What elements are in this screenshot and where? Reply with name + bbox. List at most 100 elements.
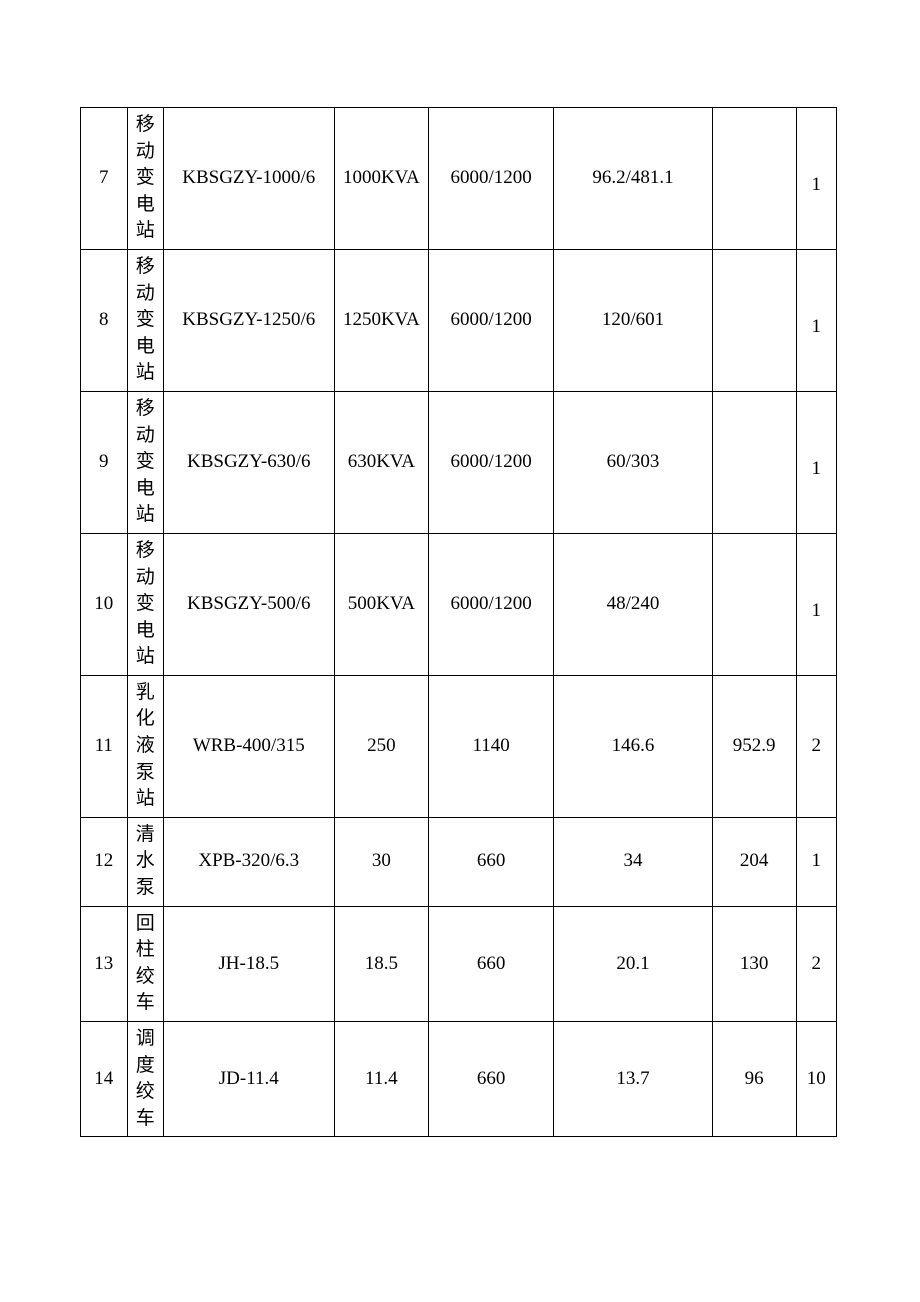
cell-index: 10: [81, 533, 128, 675]
vertical-text: 移 动 变 电 站: [130, 538, 161, 671]
cell-current: 34: [554, 817, 712, 906]
char: 车: [136, 990, 155, 1017]
cell-voltage: 660: [428, 906, 553, 1021]
cell-voltage: 1140: [428, 675, 553, 817]
cell-capacity: 630KVA: [334, 391, 428, 533]
cell-name: 清 水 泵: [127, 817, 163, 906]
cell-name: 调 度 绞 车: [127, 1022, 163, 1137]
cell-capacity: 500KVA: [334, 533, 428, 675]
cell-name: 移 动 变 电 站: [127, 249, 163, 391]
equipment-table: 7 移 动 变 电 站 KBSGZY-1000/6 1000KVA 6000/1…: [80, 107, 837, 1137]
cell-current: 146.6: [554, 675, 712, 817]
char: 变: [136, 449, 155, 476]
cell-extra: [712, 249, 796, 391]
char: 变: [136, 591, 155, 618]
char: 水: [136, 848, 155, 875]
char: 站: [136, 644, 155, 671]
cell-current: 48/240: [554, 533, 712, 675]
char: 站: [136, 218, 155, 245]
char: 动: [136, 139, 155, 166]
cell-index: 12: [81, 817, 128, 906]
cell-qty: 1: [796, 533, 836, 675]
cell-capacity: 18.5: [334, 906, 428, 1021]
char: 动: [136, 281, 155, 308]
cell-qty: 2: [796, 675, 836, 817]
cell-extra: [712, 391, 796, 533]
vertical-text: 清 水 泵: [130, 822, 161, 902]
cell-index: 13: [81, 906, 128, 1021]
table-row: 11 乳 化 液 泵 站 WRB-400/315 250 1140 146.6 …: [81, 675, 837, 817]
cell-voltage: 660: [428, 817, 553, 906]
char: 动: [136, 565, 155, 592]
char: 乳: [136, 680, 155, 707]
char: 电: [136, 192, 155, 219]
char: 移: [136, 112, 155, 139]
cell-extra: 204: [712, 817, 796, 906]
char: 电: [136, 476, 155, 503]
char: 电: [136, 334, 155, 361]
char: 泵: [136, 875, 155, 902]
char: 车: [136, 1106, 155, 1133]
cell-name: 移 动 变 电 站: [127, 391, 163, 533]
cell-current: 120/601: [554, 249, 712, 391]
cell-index: 9: [81, 391, 128, 533]
cell-capacity: 1000KVA: [334, 108, 428, 250]
cell-model: JD-11.4: [163, 1022, 334, 1137]
cell-current: 13.7: [554, 1022, 712, 1137]
char: 回: [136, 911, 155, 938]
char: 站: [136, 786, 155, 813]
char: 动: [136, 423, 155, 450]
cell-qty: 1: [796, 391, 836, 533]
cell-voltage: 6000/1200: [428, 533, 553, 675]
cell-extra: 130: [712, 906, 796, 1021]
char: 移: [136, 396, 155, 423]
cell-model: XPB-320/6.3: [163, 817, 334, 906]
table-row: 7 移 动 变 电 站 KBSGZY-1000/6 1000KVA 6000/1…: [81, 108, 837, 250]
cell-model: KBSGZY-630/6: [163, 391, 334, 533]
cell-extra: 952.9: [712, 675, 796, 817]
char: 电: [136, 618, 155, 645]
cell-qty: 1: [796, 817, 836, 906]
cell-voltage: 6000/1200: [428, 391, 553, 533]
cell-model: KBSGZY-500/6: [163, 533, 334, 675]
cell-capacity: 1250KVA: [334, 249, 428, 391]
vertical-text: 调 度 绞 车: [130, 1026, 161, 1132]
cell-voltage: 6000/1200: [428, 108, 553, 250]
cell-extra: [712, 533, 796, 675]
vertical-text: 移 动 变 电 站: [130, 112, 161, 245]
cell-qty: 1: [796, 249, 836, 391]
cell-index: 14: [81, 1022, 128, 1137]
cell-capacity: 30: [334, 817, 428, 906]
cell-name: 移 动 变 电 站: [127, 108, 163, 250]
cell-extra: [712, 108, 796, 250]
char: 移: [136, 538, 155, 565]
cell-qty: 1: [796, 108, 836, 250]
vertical-text: 移 动 变 电 站: [130, 254, 161, 387]
char: 移: [136, 254, 155, 281]
char: 绞: [136, 1079, 155, 1106]
char: 站: [136, 502, 155, 529]
char: 站: [136, 360, 155, 387]
cell-name: 移 动 变 电 站: [127, 533, 163, 675]
table-row: 12 清 水 泵 XPB-320/6.3 30 660 34 204 1: [81, 817, 837, 906]
cell-model: WRB-400/315: [163, 675, 334, 817]
cell-index: 11: [81, 675, 128, 817]
cell-name: 回 柱 绞 车: [127, 906, 163, 1021]
vertical-text: 移 动 变 电 站: [130, 396, 161, 529]
cell-current: 96.2/481.1: [554, 108, 712, 250]
cell-capacity: 11.4: [334, 1022, 428, 1137]
char: 变: [136, 165, 155, 192]
table-row: 14 调 度 绞 车 JD-11.4 11.4 660 13.7 96 10: [81, 1022, 837, 1137]
cell-voltage: 660: [428, 1022, 553, 1137]
table-row: 10 移 动 变 电 站 KBSGZY-500/6 500KVA 6000/12…: [81, 533, 837, 675]
vertical-text: 回 柱 绞 车: [130, 911, 161, 1017]
char: 泵: [136, 760, 155, 787]
char: 液: [136, 733, 155, 760]
cell-qty: 2: [796, 906, 836, 1021]
table-row: 9 移 动 变 电 站 KBSGZY-630/6 630KVA 6000/120…: [81, 391, 837, 533]
cell-index: 7: [81, 108, 128, 250]
cell-capacity: 250: [334, 675, 428, 817]
char: 变: [136, 307, 155, 334]
char: 绞: [136, 964, 155, 991]
cell-model: KBSGZY-1250/6: [163, 249, 334, 391]
